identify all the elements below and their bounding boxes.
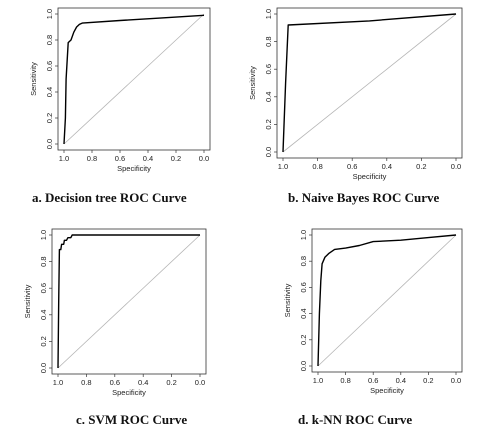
y-tick-label: 0.0	[39, 363, 48, 373]
x-axis-title: Specificity	[353, 172, 387, 181]
y-tick-label: 1.0	[39, 230, 48, 240]
x-tick-label: 0.6	[115, 154, 125, 163]
x-tick-label: 0.2	[171, 154, 181, 163]
x-tick-label: 0.0	[199, 154, 209, 163]
roc-chart-svm: 1.0 0.8 0.6 0.4 0.2 0.0 0.0 0.2 0.4 0.6 0.8 1.0 Spec…	[23, 228, 207, 397]
diagonal-reference-line	[282, 13, 457, 153]
x-axis-title: Specificity	[117, 164, 151, 173]
x-tick-label: 0.8	[81, 378, 91, 387]
diagonal-reference-line	[317, 234, 457, 367]
roc-panel-naive-bayes: 1.0 0.8 0.6 0.4 0.2 0.0 0.0 0.2 0.4 0.6 0.8 1.0 Spec…	[242, 0, 485, 217]
y-tick-label: 0.0	[264, 147, 273, 157]
x-axis-title: Specificity	[370, 386, 404, 395]
y-tick-label: 0.8	[45, 35, 54, 45]
x-tick-label: 0.8	[87, 154, 97, 163]
roc-curve-line	[63, 14, 205, 145]
x-tick-label: 1.0	[59, 154, 69, 163]
chart-caption: b. Naive Bayes ROC Curve	[288, 190, 440, 205]
y-tick-label: 0.2	[45, 113, 54, 123]
y-tick-label: 0.4	[45, 87, 54, 97]
roc-chart-knn: 1.0 0.8 0.6 0.4 0.2 0.0 0.0 0.2 0.4 0.6 0.8 1.0 Spec…	[283, 228, 463, 395]
chart-caption: a. Decision tree ROC Curve	[32, 190, 187, 205]
roc-panel-knn: 1.0 0.8 0.6 0.4 0.2 0.0 0.0 0.2 0.4 0.6 0.8 1.0 Spec…	[242, 217, 485, 434]
y-axis-title: Sensitivity	[23, 284, 32, 318]
x-tick-label: 0.2	[166, 378, 176, 387]
y-tick-label: 0.6	[299, 282, 308, 292]
y-tick-label: 0.6	[39, 283, 48, 293]
y-axis-title: Sensitivity	[283, 283, 292, 317]
y-axis-title: Sensitivity	[29, 62, 38, 96]
y-tick-label: 1.0	[264, 9, 273, 19]
y-tick-label: 0.2	[39, 336, 48, 346]
chart-caption: d. k-NN ROC Curve	[298, 412, 413, 427]
roc-curve-line	[317, 234, 457, 367]
x-tick-label: 0.4	[396, 376, 406, 385]
roc-curve-line	[282, 13, 457, 153]
x-tick-label: 0.2	[416, 162, 426, 171]
y-tick-label: 0.4	[299, 308, 308, 318]
x-tick-label: 0.4	[138, 378, 148, 387]
x-tick-label: 0.0	[451, 162, 461, 171]
x-axis-title: Specificity	[112, 388, 146, 397]
chart-caption: c. SVM ROC Curve	[76, 412, 188, 427]
roc-chart-decision-tree: 1.0 0.8 0.6 0.4 0.2 0.0 0.0 0.2 0.4 0.6 0.8 1.0 Spec…	[29, 7, 211, 173]
x-tick-label: 0.8	[340, 376, 350, 385]
x-tick-label: 0.0	[451, 376, 461, 385]
diagonal-reference-line	[63, 13, 205, 145]
plot-frame	[51, 228, 207, 375]
y-tick-label: 0.2	[299, 335, 308, 345]
y-tick-label: 1.0	[45, 9, 54, 19]
x-tick-label: 0.6	[347, 162, 357, 171]
plot-frame	[57, 7, 211, 151]
roc-panel-decision-tree: 1.0 0.8 0.6 0.4 0.2 0.0 0.0 0.2 0.4 0.6 0.8 1.0 Spec…	[0, 0, 242, 217]
y-tick-label: 0.6	[45, 61, 54, 71]
y-tick-label: 0.4	[264, 92, 273, 102]
x-tick-label: 0.6	[368, 376, 378, 385]
y-tick-label: 0.8	[264, 36, 273, 46]
x-tick-label: 0.8	[312, 162, 322, 171]
y-tick-label: 0.6	[264, 64, 273, 74]
y-tick-label: 0.4	[39, 310, 48, 320]
x-tick-label: 1.0	[313, 376, 323, 385]
diagonal-reference-line	[57, 234, 201, 369]
roc-panel-svm: 1.0 0.8 0.6 0.4 0.2 0.0 0.0 0.2 0.4 0.6 0.8 1.0 Spec…	[0, 217, 242, 434]
roc-curve-line	[57, 234, 200, 369]
y-tick-label: 0.8	[299, 256, 308, 266]
plot-frame	[311, 228, 463, 373]
y-tick-label: 0.8	[39, 256, 48, 266]
x-tick-label: 0.2	[423, 376, 433, 385]
y-tick-label: 0.0	[45, 139, 54, 149]
y-axis-title: Sensitivity	[248, 66, 257, 100]
x-tick-label: 0.0	[195, 378, 205, 387]
y-tick-label: 1.0	[299, 230, 308, 240]
roc-chart-naive-bayes: 1.0 0.8 0.6 0.4 0.2 0.0 0.0 0.2 0.4 0.6 0.8 1.0 Spec…	[248, 7, 463, 181]
y-tick-label: 0.2	[264, 119, 273, 129]
x-tick-label: 0.4	[143, 154, 153, 163]
x-tick-label: 0.4	[382, 162, 392, 171]
plot-frame	[276, 7, 463, 159]
x-tick-label: 0.6	[110, 378, 120, 387]
x-tick-label: 1.0	[278, 162, 288, 171]
x-tick-label: 1.0	[53, 378, 63, 387]
y-tick-label: 0.0	[299, 361, 308, 371]
